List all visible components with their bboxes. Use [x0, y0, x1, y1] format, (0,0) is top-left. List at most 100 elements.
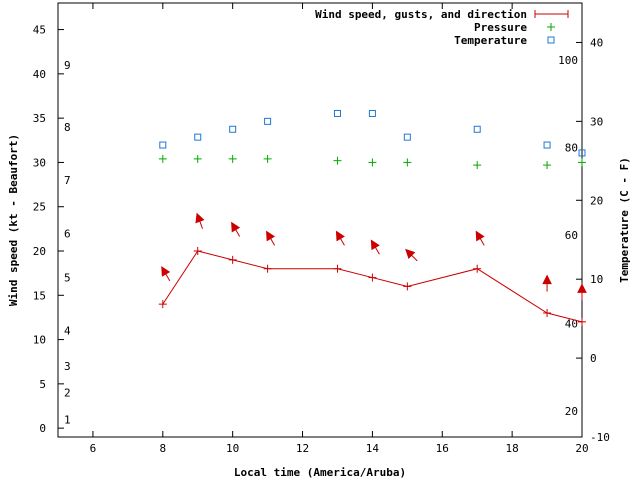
beaufort-label: 1	[64, 413, 71, 426]
x-tick-label: 20	[575, 442, 588, 455]
wind-direction-arrow	[161, 266, 171, 282]
wind-arrow-head	[335, 230, 345, 242]
beaufort-label: 8	[64, 121, 71, 134]
fahrenheit-label: 40	[565, 317, 578, 330]
temperature-point	[159, 141, 167, 149]
wind-speed-point	[473, 264, 482, 273]
pressure-point	[473, 161, 482, 170]
wind-arrow-head	[577, 283, 587, 293]
y-tick-label-right: 30	[590, 115, 603, 128]
y-tick-label-left: 30	[33, 156, 46, 169]
wind-arrow-head	[405, 248, 416, 259]
legend-label: Temperature	[454, 34, 527, 47]
wind-direction-arrow	[405, 248, 418, 262]
fahrenheit-label: 80	[565, 141, 578, 154]
wind-arrow-head	[231, 221, 241, 233]
y-tick-label-left: 25	[33, 201, 46, 214]
wind-direction-arrow	[577, 283, 587, 301]
y-tick-label-left: 35	[33, 112, 46, 125]
wind-arrow-head	[475, 230, 485, 242]
y-tick-label-right: 0	[590, 352, 597, 365]
fahrenheit-label: 100	[558, 54, 578, 67]
fahrenheit-label: 60	[565, 229, 578, 242]
beaufort-label: 4	[64, 325, 71, 338]
legend-swatch-plus	[547, 23, 555, 31]
y-tick-label-left: 15	[33, 289, 46, 302]
wind-direction-arrow	[266, 230, 276, 246]
pressure-point	[403, 158, 412, 167]
wind-arrow-head	[370, 239, 380, 251]
wind-speed-point	[158, 300, 167, 309]
beaufort-label: 2	[64, 387, 71, 400]
x-tick-label: 16	[436, 442, 449, 455]
y-tick-label-right: 10	[590, 273, 603, 286]
y-tick-label-left: 40	[33, 68, 46, 81]
legend-label: Wind speed, gusts, and direction	[315, 8, 527, 21]
beaufort-label: 9	[64, 59, 71, 72]
temperature-point	[543, 141, 551, 149]
temperature-point	[229, 125, 237, 133]
x-axis-label: Local time (America/Aruba)	[234, 466, 406, 479]
y-tick-label-right: 20	[590, 194, 603, 207]
beaufort-label: 3	[64, 360, 71, 373]
wind-direction-arrow	[370, 239, 380, 255]
wind-speed-point	[193, 247, 202, 255]
legend-swatch-square	[547, 36, 555, 44]
wind-arrow-head	[266, 230, 276, 242]
y-tick-label-left: 0	[39, 422, 46, 435]
y-tick-label-left: 45	[33, 24, 46, 37]
wind-speed-point	[578, 317, 586, 326]
plot-border	[57, 2, 583, 438]
y-axis-label-right: Temperature (C - F)	[618, 157, 631, 283]
wind-arrow-head	[542, 274, 552, 285]
pressure-point	[193, 154, 202, 163]
temperature-point	[473, 125, 481, 133]
y-tick-label-right: -10	[590, 431, 610, 444]
x-tick-label: 10	[226, 442, 239, 455]
x-tick-label: 8	[159, 442, 166, 455]
beaufort-label: 5	[64, 272, 71, 285]
wind-arrow-head	[161, 266, 171, 277]
temperature-point	[264, 117, 272, 125]
x-tick-label: 18	[506, 442, 519, 455]
data-series	[158, 109, 587, 326]
temperature-point	[368, 109, 376, 117]
wind-speed-point	[263, 264, 272, 273]
y-tick-label-left: 5	[39, 378, 46, 391]
pressure-point	[263, 154, 272, 163]
pressure-point	[368, 158, 377, 167]
wind-arrow-head	[195, 212, 205, 224]
wind-direction-arrow	[231, 221, 241, 237]
temperature-point	[194, 133, 202, 141]
pressure-point	[228, 154, 237, 163]
y-axis-label-left: Wind speed (kt - Beaufort)	[7, 134, 20, 306]
wind-speed-point	[543, 309, 552, 317]
beaufort-label: 7	[64, 174, 71, 187]
wind-direction-arrow	[542, 274, 552, 292]
y-tick-label-left: 10	[33, 334, 46, 347]
temperature-point	[403, 133, 411, 141]
temperature-point	[578, 149, 586, 157]
wind-direction-arrow	[335, 230, 345, 246]
pressure-point	[543, 161, 552, 170]
legend: Wind speed, gusts, and directionPressure…	[315, 8, 569, 47]
wind-direction-arrow	[195, 212, 205, 229]
wind-direction-arrow	[475, 230, 485, 246]
pressure-point	[578, 158, 586, 167]
x-tick-label: 6	[90, 442, 97, 455]
wind-speed-point	[228, 255, 237, 264]
wind-speed-point	[403, 282, 412, 291]
wind-speed-point	[333, 264, 342, 273]
y-tick-label-left: 20	[33, 245, 46, 258]
plot-frame	[57, 2, 583, 438]
fahrenheit-label: 20	[565, 405, 578, 418]
temperature-point	[333, 109, 341, 117]
y-tick-label-right: 40	[590, 36, 603, 49]
pressure-point	[158, 154, 167, 163]
legend-label: Pressure	[474, 21, 527, 34]
pressure-point	[333, 156, 342, 165]
x-tick-label: 12	[296, 442, 309, 455]
x-tick-label: 14	[366, 442, 380, 455]
wind-speed-line	[162, 250, 583, 323]
